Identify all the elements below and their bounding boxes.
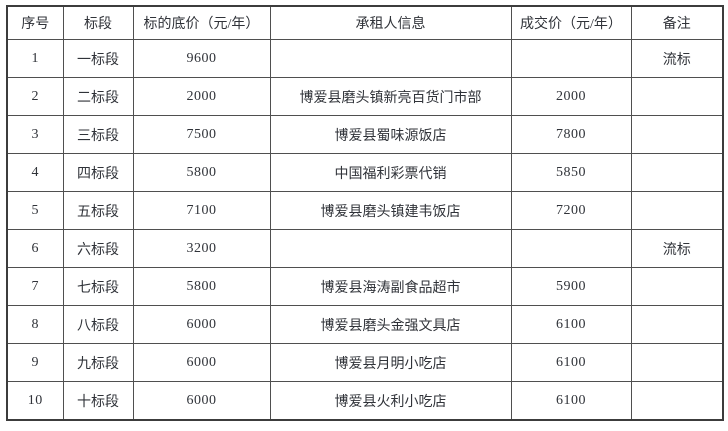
cell-section: 八标段: [62, 305, 134, 344]
cell-base-price: 6000: [132, 381, 271, 421]
cell-base-price: 5800: [132, 267, 271, 306]
table-row: 4 四标段 5800 中国福利彩票代销 5850: [6, 153, 724, 192]
cell-seq: 1: [6, 39, 64, 78]
header-remark: 备注: [630, 5, 724, 40]
cell-section: 九标段: [62, 343, 134, 382]
cell-section: 六标段: [62, 229, 134, 268]
header-base-price: 标的底价（元/年）: [132, 5, 271, 40]
header-section: 标段: [62, 5, 134, 40]
cell-remark: [630, 115, 724, 154]
cell-deal-price: 7800: [510, 115, 632, 154]
header-lessee: 承租人信息: [269, 5, 512, 40]
cell-lessee: [269, 39, 512, 78]
cell-section: 十标段: [62, 381, 134, 421]
table-row: 7 七标段 5800 博爱县海涛副食品超市 5900: [6, 267, 724, 306]
cell-seq: 6: [6, 229, 64, 268]
cell-section: 二标段: [62, 77, 134, 116]
cell-lessee: 博爱县蜀味源饭店: [269, 115, 512, 154]
cell-seq: 9: [6, 343, 64, 382]
cell-base-price: 3200: [132, 229, 271, 268]
header-row: 序号 标段 标的底价（元/年） 承租人信息 成交价（元/年） 备注: [6, 5, 724, 40]
cell-remark: [630, 153, 724, 192]
cell-seq: 4: [6, 153, 64, 192]
cell-lessee: 中国福利彩票代销: [269, 153, 512, 192]
bid-results-table-container: 序号 标段 标的底价（元/年） 承租人信息 成交价（元/年） 备注 1 一标段 9600 流标 2…: [6, 5, 724, 421]
table-row: 1 一标段 9600 流标: [6, 39, 724, 78]
table-row: 9 九标段 6000 博爱县月明小吃店 6100: [6, 343, 724, 382]
cell-deal-price: 7200: [510, 191, 632, 230]
cell-lessee: 博爱县火利小吃店: [269, 381, 512, 421]
cell-lessee: 博爱县海涛副食品超市: [269, 267, 512, 306]
cell-deal-price: [510, 39, 632, 78]
cell-remark: [630, 191, 724, 230]
cell-remark: 流标: [630, 39, 724, 78]
cell-base-price: 7500: [132, 115, 271, 154]
cell-remark: [630, 305, 724, 344]
table-row: 2 二标段 2000 博爱县磨头镇新亮百货门市部 2000: [6, 77, 724, 116]
cell-lessee: [269, 229, 512, 268]
cell-seq: 7: [6, 267, 64, 306]
table-row: 6 六标段 3200 流标: [6, 229, 724, 268]
cell-deal-price: 5900: [510, 267, 632, 306]
cell-seq: 10: [6, 381, 64, 421]
cell-section: 五标段: [62, 191, 134, 230]
cell-seq: 8: [6, 305, 64, 344]
cell-deal-price: 6100: [510, 305, 632, 344]
cell-lessee: 博爱县磨头镇新亮百货门市部: [269, 77, 512, 116]
cell-seq: 2: [6, 77, 64, 116]
cell-remark: 流标: [630, 229, 724, 268]
cell-lessee: 博爱县磨头金强文具店: [269, 305, 512, 344]
cell-seq: 5: [6, 191, 64, 230]
cell-remark: [630, 77, 724, 116]
cell-lessee: 博爱县磨头镇建韦饭店: [269, 191, 512, 230]
cell-remark: [630, 267, 724, 306]
cell-deal-price: 6100: [510, 343, 632, 382]
cell-deal-price: 2000: [510, 77, 632, 116]
cell-deal-price: [510, 229, 632, 268]
header-deal-price: 成交价（元/年）: [510, 5, 632, 40]
cell-lessee: 博爱县月明小吃店: [269, 343, 512, 382]
cell-section: 一标段: [62, 39, 134, 78]
table-row: 10 十标段 6000 博爱县火利小吃店 6100: [6, 381, 724, 421]
bid-results-table: 序号 标段 标的底价（元/年） 承租人信息 成交价（元/年） 备注 1 一标段 9600 流标 2…: [6, 5, 724, 421]
table-row: 3 三标段 7500 博爱县蜀味源饭店 7800: [6, 115, 724, 154]
cell-deal-price: 5850: [510, 153, 632, 192]
cell-base-price: 5800: [132, 153, 271, 192]
cell-section: 三标段: [62, 115, 134, 154]
cell-remark: [630, 381, 724, 421]
cell-remark: [630, 343, 724, 382]
cell-base-price: 6000: [132, 343, 271, 382]
table-body: 1 一标段 9600 流标 2 二标段 2000 博爱县磨头镇新亮百货门市部 2000 3 三标段 7…: [6, 39, 724, 421]
cell-base-price: 9600: [132, 39, 271, 78]
cell-base-price: 6000: [132, 305, 271, 344]
cell-deal-price: 6100: [510, 381, 632, 421]
header-seq: 序号: [6, 5, 64, 40]
cell-base-price: 2000: [132, 77, 271, 116]
table-row: 8 八标段 6000 博爱县磨头金强文具店 6100: [6, 305, 724, 344]
cell-section: 七标段: [62, 267, 134, 306]
cell-section: 四标段: [62, 153, 134, 192]
cell-base-price: 7100: [132, 191, 271, 230]
table-row: 5 五标段 7100 博爱县磨头镇建韦饭店 7200: [6, 191, 724, 230]
cell-seq: 3: [6, 115, 64, 154]
